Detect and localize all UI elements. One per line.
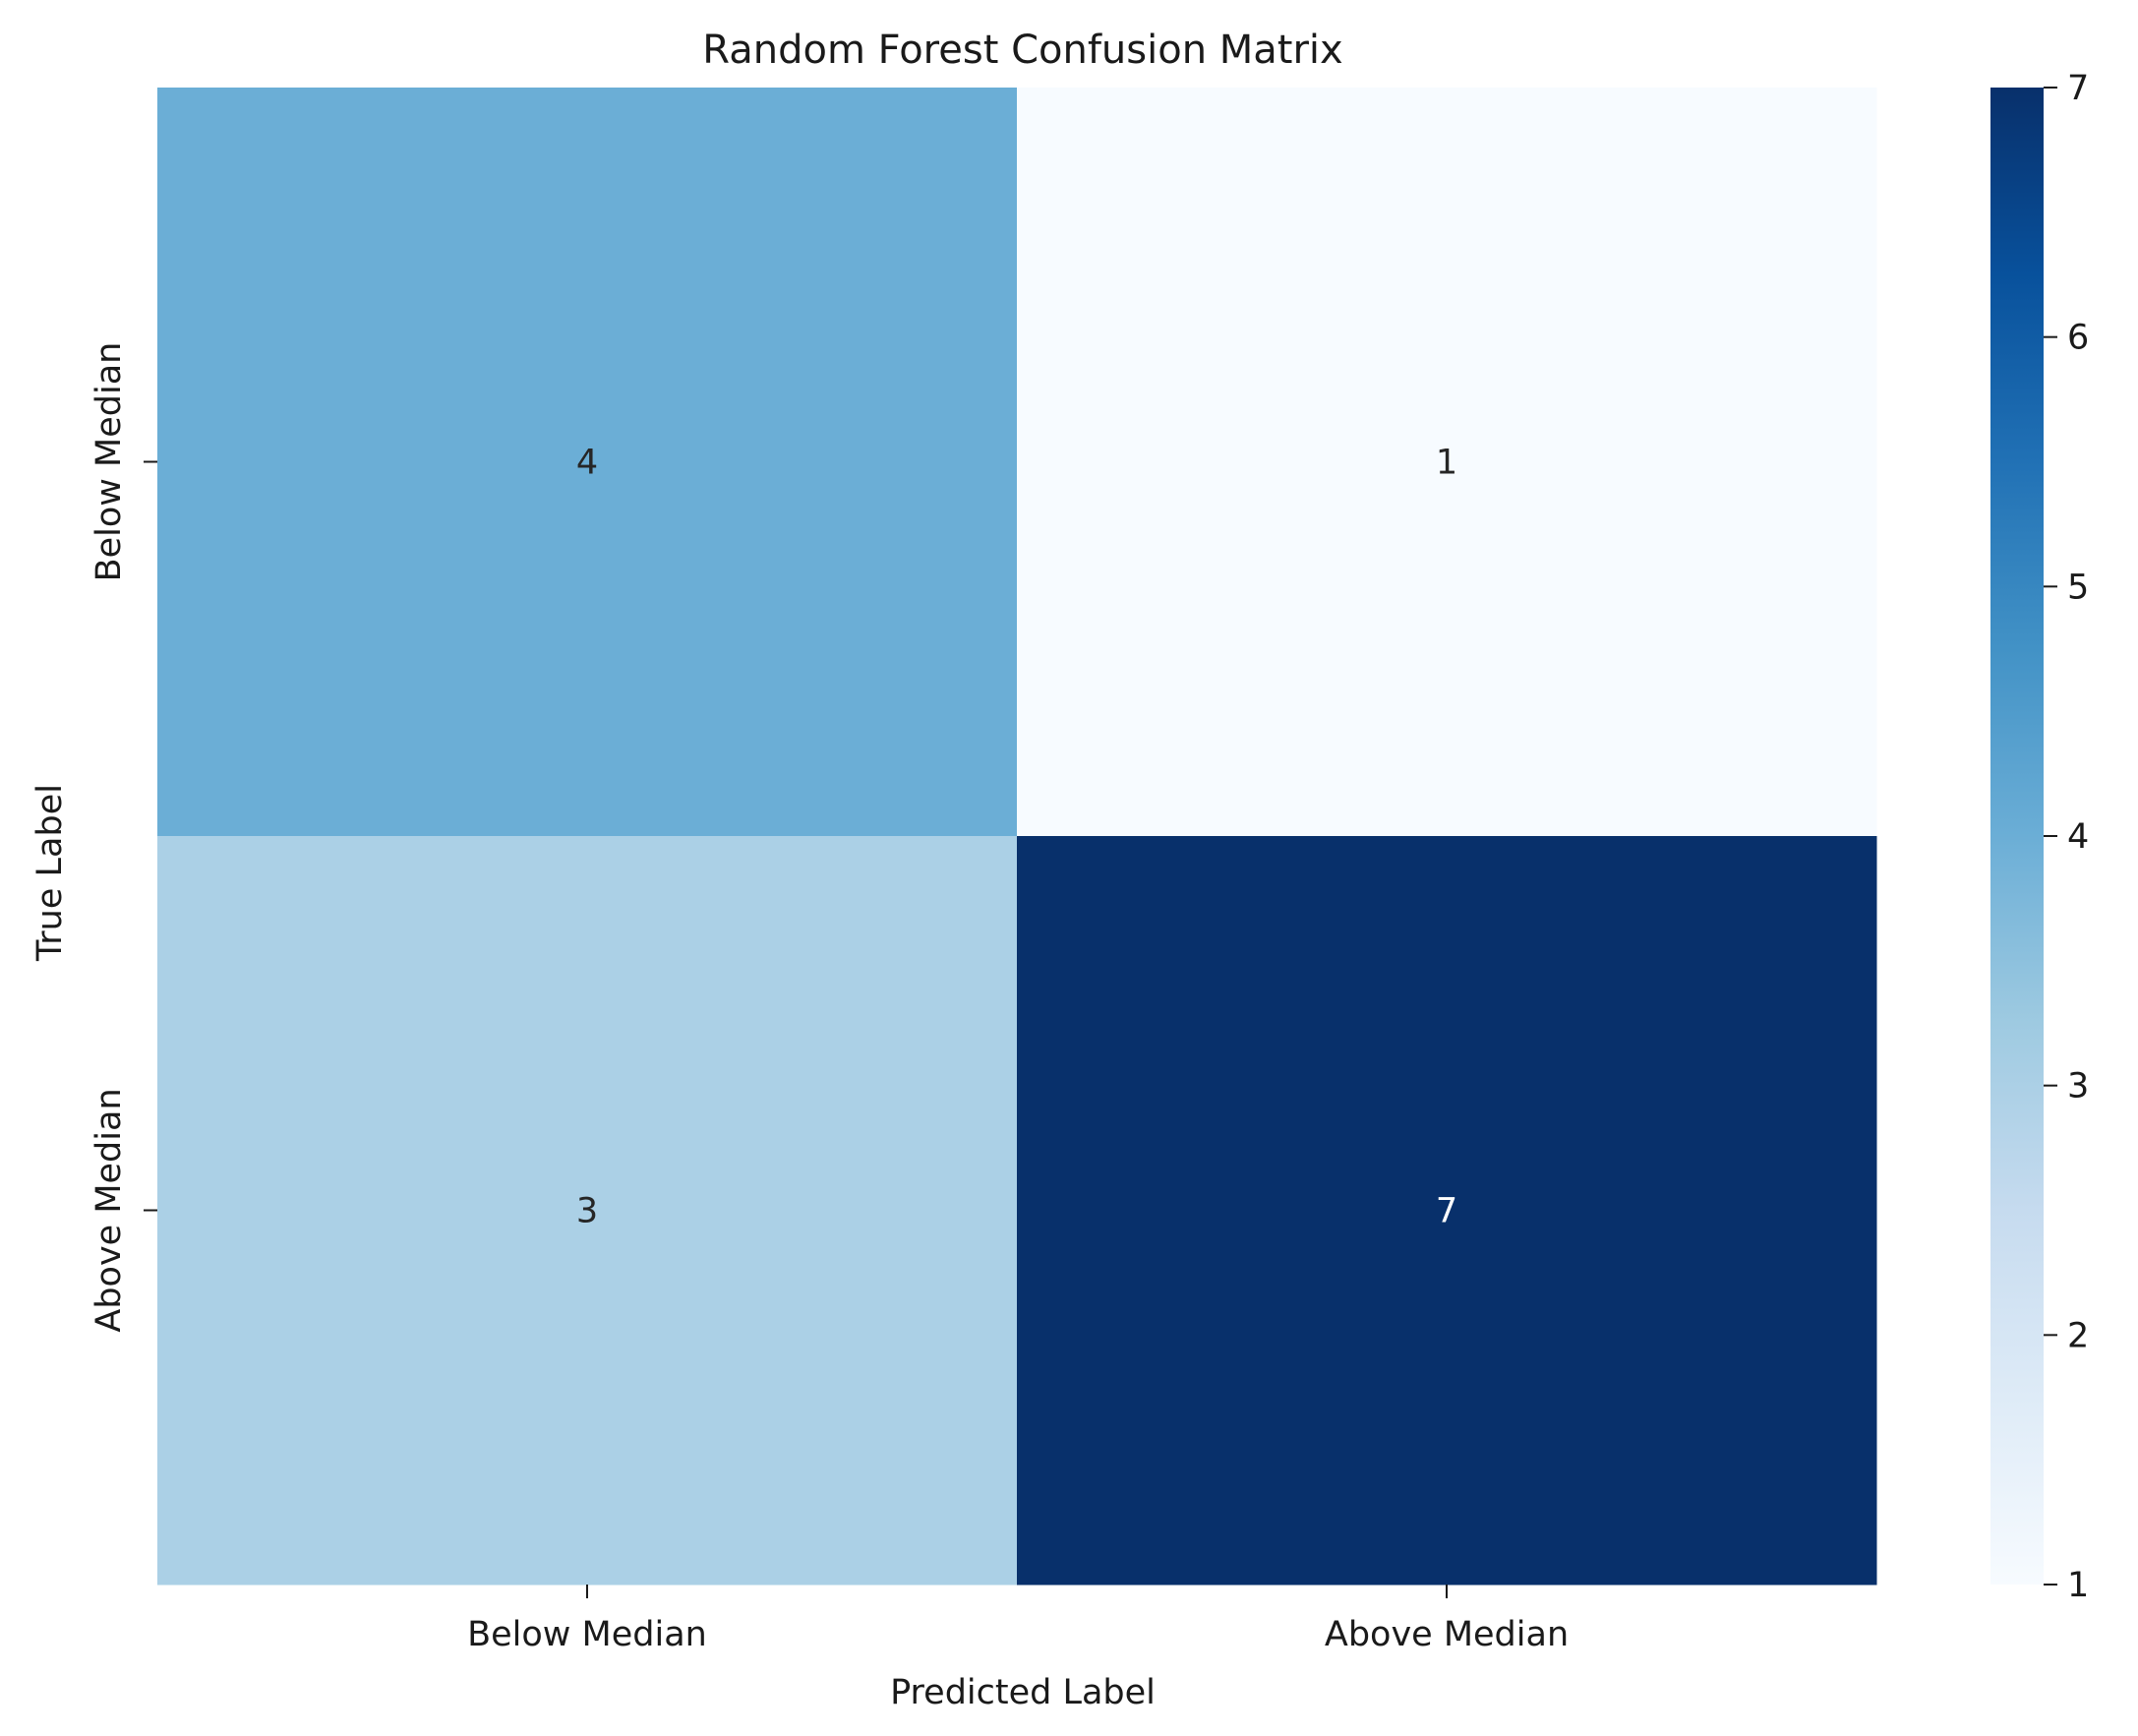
y-tick-label: Below Median — [89, 342, 129, 582]
colorbar-tick-label: 5 — [2067, 568, 2089, 607]
heatmap-cell-r0-c1 — [1017, 88, 1877, 837]
colorbar-tick-label: 7 — [2067, 69, 2089, 108]
colorbar-tick-label: 6 — [2067, 319, 2089, 358]
colorbar-tick-label: 1 — [2067, 1566, 2089, 1605]
cell-value-r0-c1: 1 — [1436, 444, 1457, 483]
heatmap-cell-labels: 4 1 3 7 — [576, 444, 1457, 1231]
heatmap-cells — [157, 88, 1877, 1586]
y-tick-label: Above Median — [89, 1088, 129, 1332]
heatmap-cell-r0-c0 — [157, 88, 1018, 837]
y-axis-ticks: Below Median Above Median — [89, 342, 157, 1333]
chart-title: Random Forest Confusion Matrix — [702, 28, 1342, 73]
colorbar-tick-label: 2 — [2067, 1316, 2089, 1355]
heatmap-cell-r1-c0 — [157, 836, 1018, 1586]
x-tick-label: Above Median — [1325, 1615, 1569, 1654]
x-axis-label: Predicted Label — [890, 1673, 1156, 1712]
cell-value-r1-c0: 3 — [576, 1192, 598, 1231]
colorbar: 1 2 3 4 5 6 7 — [1990, 69, 2089, 1605]
x-axis-ticks: Below Median Above Median — [467, 1585, 1569, 1654]
colorbar-tick-label: 4 — [2067, 817, 2089, 857]
x-tick-label: Below Median — [467, 1615, 707, 1654]
colorbar-tick-label: 3 — [2067, 1067, 2089, 1107]
cell-value-r1-c1: 7 — [1436, 1192, 1457, 1231]
y-axis-label: True Label — [30, 784, 70, 962]
colorbar-ticks: 1 2 3 4 5 6 7 — [2044, 69, 2089, 1605]
colorbar-gradient — [1990, 88, 2044, 1585]
cell-value-r0-c0: 4 — [576, 444, 598, 483]
heatmap-cell-r1-c1 — [1017, 836, 1877, 1586]
